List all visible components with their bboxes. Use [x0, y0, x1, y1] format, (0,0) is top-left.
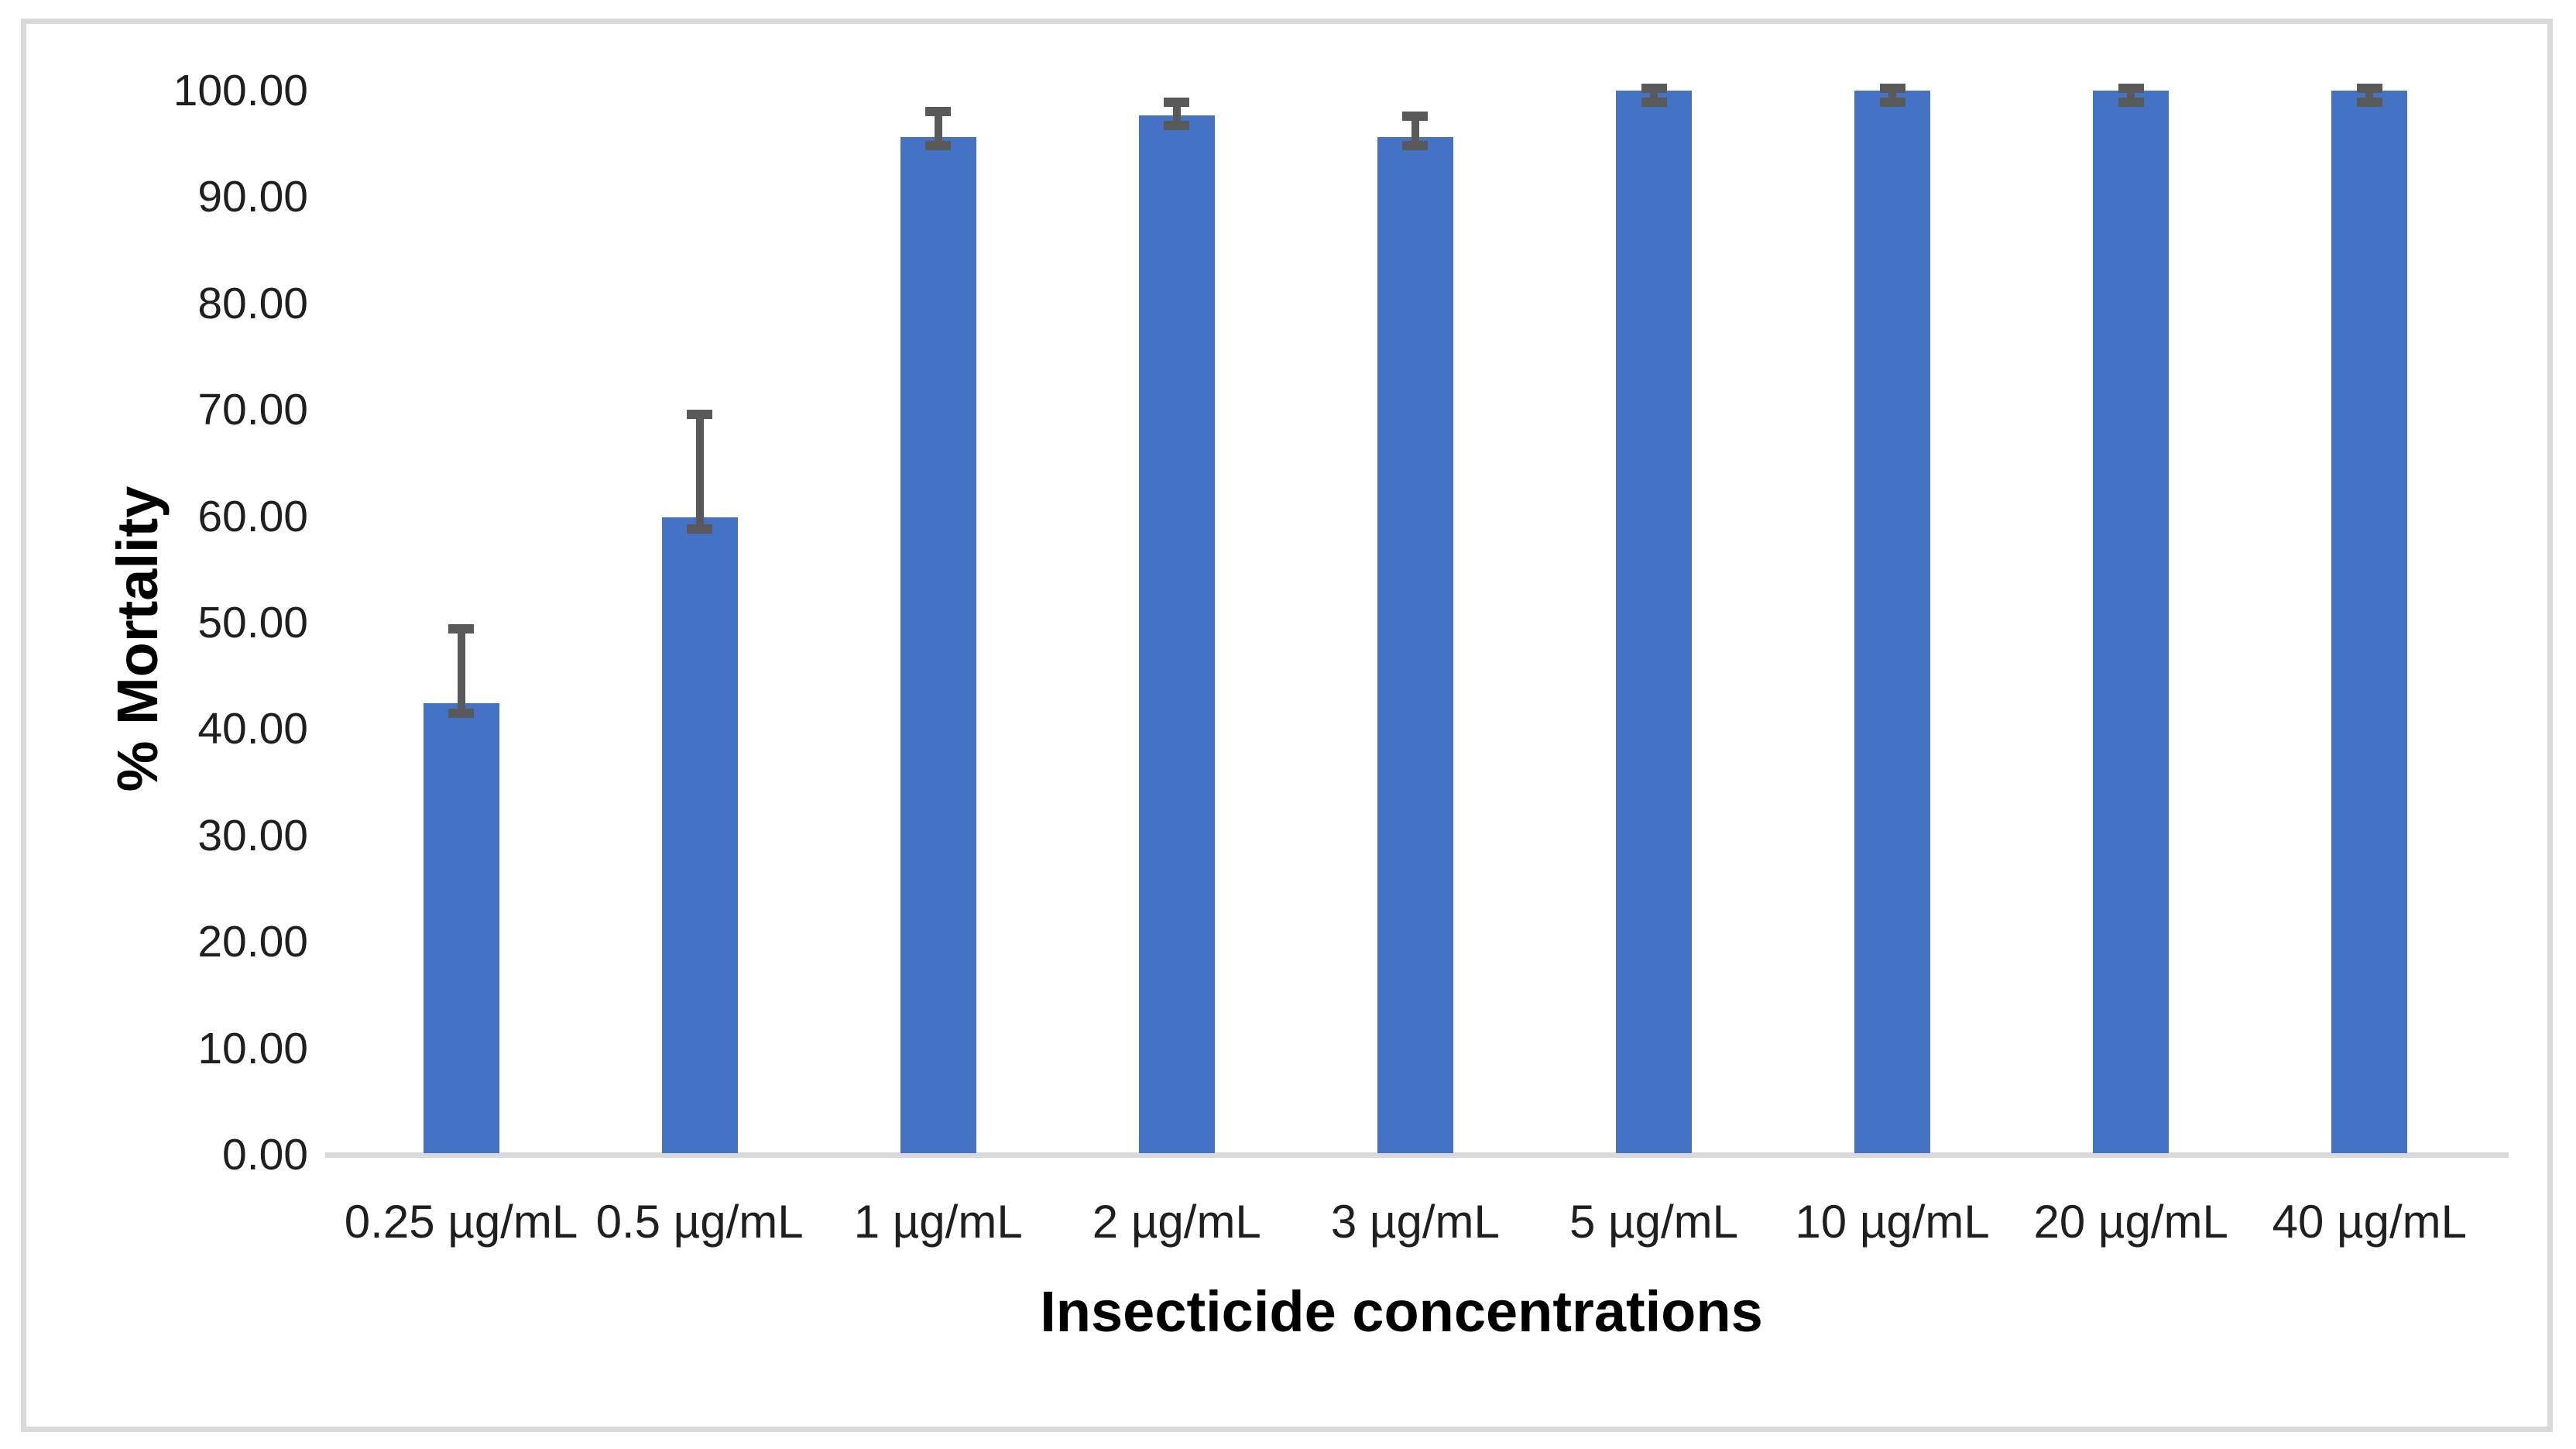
error-bar-cap-bottom	[1641, 98, 1667, 108]
error-bar-line	[1411, 115, 1419, 146]
x-tick-label: 3 µg/mL	[1330, 1196, 1500, 1248]
error-bar-cap-top	[925, 107, 952, 117]
error-bar-cap-bottom	[2356, 98, 2382, 108]
error-bar-line	[2127, 88, 2135, 103]
error-bar-line	[695, 414, 704, 530]
y-tick-label: 10.00	[197, 1023, 308, 1073]
bar-2µg/mL	[1138, 115, 1215, 1153]
error-bar-line	[457, 629, 465, 713]
x-tick-label: 40 µg/mL	[2272, 1196, 2467, 1248]
error-bar-cap-bottom	[1879, 98, 1905, 108]
error-bar-cap-top	[1641, 84, 1667, 94]
error-bar-cap-top	[687, 409, 713, 419]
y-tick-label: 80.00	[197, 278, 308, 328]
error-bar-cap-top	[1879, 84, 1905, 94]
x-axis-line	[325, 1152, 2509, 1158]
error-bar-cap-top	[1402, 111, 1429, 121]
bar-3µg/mL	[1377, 137, 1453, 1153]
x-axis-title: Insecticide concentrations	[1040, 1279, 1763, 1344]
x-tick-label: 10 µg/mL	[1795, 1196, 1990, 1248]
error-bar-cap-bottom	[1164, 121, 1190, 131]
bar-20µg/mL	[2093, 91, 2170, 1153]
x-tick-label: 20 µg/mL	[2033, 1196, 2228, 1248]
error-bar-line	[1650, 88, 1658, 103]
bar-10µg/mL	[1854, 91, 1931, 1153]
error-bar-cap-top	[2118, 84, 2144, 94]
error-bar-cap-top	[448, 624, 474, 634]
error-bar-cap-bottom	[687, 524, 713, 534]
y-tick-label: 30.00	[197, 810, 308, 860]
x-tick-label: 1 µg/mL	[853, 1196, 1023, 1248]
x-tick-label: 5 µg/mL	[1569, 1196, 1738, 1248]
error-bar-line	[934, 112, 942, 146]
y-tick-label: 50.00	[197, 598, 308, 647]
error-bar-cap-top	[2356, 84, 2382, 94]
y-tick-label: 100.00	[173, 66, 308, 115]
x-tick-label: 0.25 µg/mL	[344, 1196, 578, 1248]
y-axis-title: % Mortality	[105, 486, 170, 792]
bar-40µg/mL	[2331, 91, 2408, 1153]
y-tick-label: 90.00	[197, 172, 308, 222]
error-bar-cap-top	[1164, 98, 1190, 108]
bar-5µg/mL	[1616, 91, 1692, 1153]
error-bar-line	[2365, 88, 2374, 103]
error-bar-cap-bottom	[1402, 141, 1429, 151]
error-bar-cap-bottom	[925, 141, 952, 151]
x-tick-label: 2 µg/mL	[1092, 1196, 1261, 1248]
y-tick-label: 70.00	[197, 385, 308, 435]
error-bar-cap-bottom	[2118, 98, 2144, 108]
y-tick-label: 0.00	[222, 1130, 308, 1179]
x-tick-label: 0.5 µg/mL	[595, 1196, 804, 1248]
error-bar-line	[1172, 102, 1181, 126]
bar-0.25µg/mL	[423, 703, 499, 1153]
y-tick-label: 40.00	[197, 704, 308, 754]
bar-0.5µg/mL	[661, 517, 738, 1153]
y-tick-label: 60.00	[197, 491, 308, 541]
error-bar-cap-bottom	[448, 708, 474, 718]
error-bar-line	[1888, 88, 1897, 103]
bar-1µg/mL	[900, 137, 976, 1153]
y-tick-label: 20.00	[197, 917, 308, 967]
